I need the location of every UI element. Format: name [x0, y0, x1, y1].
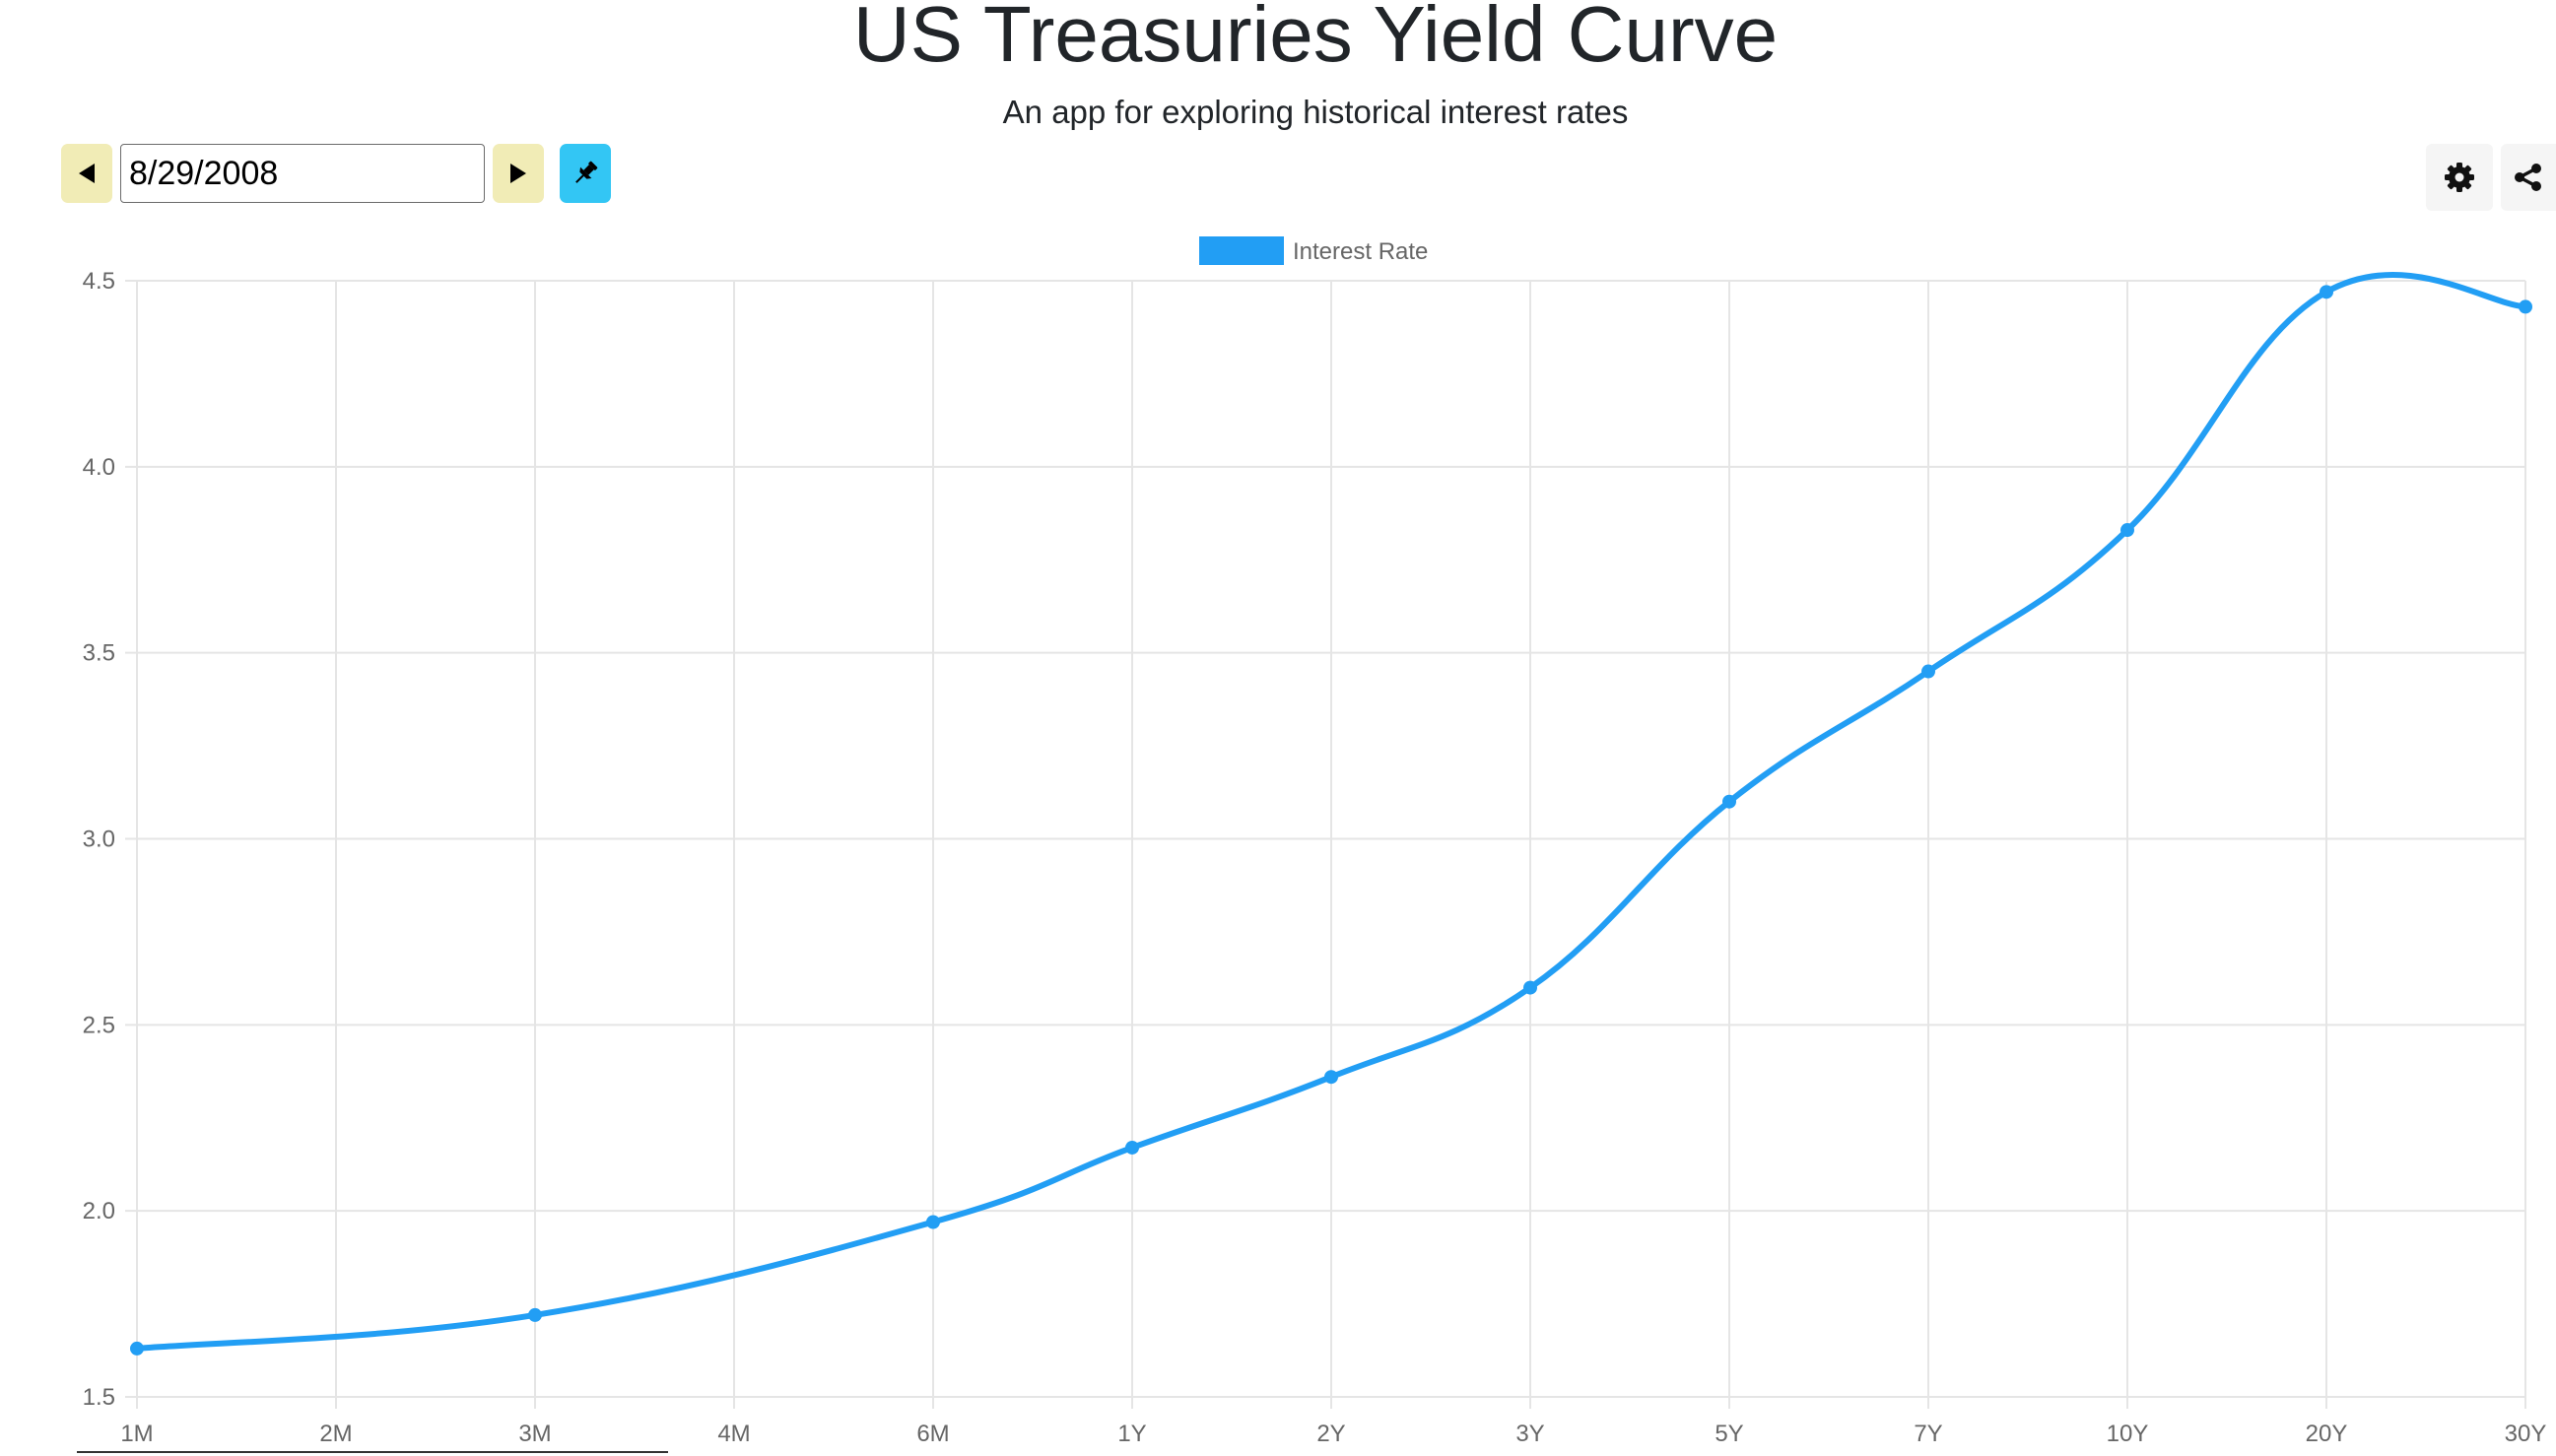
- horizontal-scrollbar[interactable]: [77, 1451, 668, 1453]
- series-points: [130, 285, 2532, 1356]
- next-date-button[interactable]: [493, 144, 544, 203]
- data-point-20Y[interactable]: [2320, 285, 2333, 299]
- x-tick-label: 7Y: [1914, 1421, 1942, 1447]
- x-tick-label: 1Y: [1117, 1421, 1146, 1447]
- chart-legend: Interest Rate: [1199, 236, 1428, 265]
- x-tick-label: 6M: [916, 1421, 949, 1447]
- x-tick-label: 20Y: [2306, 1421, 2348, 1447]
- previous-date-button[interactable]: [61, 144, 112, 203]
- y-tick-label: 3.0: [83, 827, 115, 853]
- x-tick-label: 3Y: [1515, 1421, 1544, 1447]
- share-button[interactable]: [2501, 144, 2556, 211]
- series-line-interest-rate: [134, 272, 2528, 1352]
- gear-icon: [2445, 163, 2474, 192]
- legend-swatch: [1199, 236, 1284, 265]
- x-tick-label: 2Y: [1316, 1421, 1345, 1447]
- data-point-30Y[interactable]: [2519, 299, 2532, 314]
- x-tick-label: 3M: [518, 1421, 551, 1447]
- x-tick-label: 1M: [120, 1421, 153, 1447]
- pin-icon: [575, 161, 598, 183]
- x-tick-label: 2M: [319, 1421, 352, 1447]
- y-tick-label: 4.5: [83, 268, 115, 295]
- date-toolbar: [61, 144, 611, 203]
- data-point-3M[interactable]: [528, 1307, 542, 1322]
- yield-curve-chart: Interest Rate 1.5 2.0 2.5 3.0 3.5 4.0 4.5 1M 2M…: [83, 236, 2546, 1447]
- data-point-10Y[interactable]: [2120, 523, 2134, 538]
- x-axis: 1M 2M 3M 4M 6M 1Y 2Y 3Y 5Y 7Y 10Y 20Y 30Y: [120, 1421, 2546, 1447]
- y-tick-label: 2.0: [83, 1198, 115, 1224]
- caret-right-icon: [510, 164, 526, 183]
- y-tick-label: 3.5: [83, 640, 115, 667]
- x-tick-label: 10Y: [2107, 1421, 2149, 1447]
- pin-button[interactable]: [560, 144, 611, 203]
- date-input[interactable]: [120, 144, 485, 203]
- y-tick-label: 2.5: [83, 1012, 115, 1038]
- x-tick-label: 4M: [717, 1421, 750, 1447]
- data-point-1Y[interactable]: [1125, 1140, 1139, 1155]
- legend-label: Interest Rate: [1293, 238, 1428, 265]
- y-tick-label: 1.5: [83, 1384, 115, 1411]
- x-tick-label: 5Y: [1715, 1421, 1743, 1447]
- settings-button[interactable]: [2426, 144, 2493, 211]
- chart-grid: [125, 280, 2526, 1409]
- share-icon: [2515, 164, 2541, 191]
- data-point-2Y[interactable]: [1324, 1070, 1338, 1085]
- data-point-6M[interactable]: [926, 1215, 940, 1229]
- page-subtitle: An app for exploring historical interest…: [1002, 94, 1629, 130]
- page-title: US Treasuries Yield Curve: [852, 0, 1779, 78]
- y-axis: 1.5 2.0 2.5 3.0 3.5 4.0 4.5: [83, 268, 115, 1411]
- x-tick-label: 30Y: [2505, 1421, 2547, 1447]
- data-point-5Y[interactable]: [1722, 794, 1736, 809]
- data-point-1M[interactable]: [130, 1341, 144, 1356]
- data-point-3Y[interactable]: [1523, 980, 1537, 995]
- y-tick-label: 4.0: [83, 454, 115, 481]
- data-point-7Y[interactable]: [1921, 664, 1935, 679]
- caret-left-icon: [79, 164, 95, 183]
